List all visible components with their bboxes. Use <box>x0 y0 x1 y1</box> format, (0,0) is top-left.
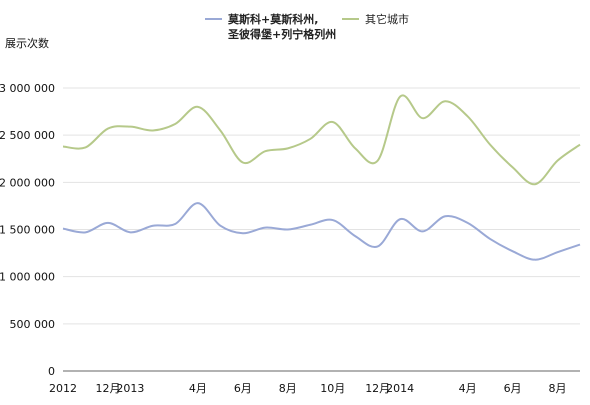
x-tick-label: 8月 <box>549 382 567 395</box>
x-tick-label: 8月 <box>279 382 297 395</box>
y-tick-label: 2 500 000 <box>0 129 55 142</box>
y-tick-label: 2 000 000 <box>0 176 55 189</box>
legend-label-series-1-line-2: 圣彼得堡+列宁格列州 <box>227 27 336 41</box>
x-tick-label: 12月 <box>95 382 120 395</box>
x-tick-label: 4月 <box>459 382 477 395</box>
y-axis-label: 展示次数 <box>5 36 49 50</box>
x-tick-label: 2013 <box>116 382 144 395</box>
x-tick-label: 10月 <box>320 382 345 395</box>
legend-label-series-2: 其它城市 <box>365 12 409 26</box>
y-tick-label: 500 000 <box>10 318 56 331</box>
legend: 莫斯科+莫斯科州, 圣彼得堡+列宁格列州 其它城市 <box>205 12 409 41</box>
y-tick-label: 1 000 000 <box>0 271 55 284</box>
grid-lines <box>63 87 580 372</box>
series-line-1 <box>62 202 581 261</box>
x-tick-label: 6月 <box>234 382 252 395</box>
y-tick-label: 0 <box>48 365 55 378</box>
series-line-2 <box>62 94 581 186</box>
legend-label-series-1-line-1: 莫斯科+莫斯科州, <box>227 12 318 26</box>
y-tick-labels: 0 500 000 1 000 000 1 500 000 2 000 000 2 500… <box>0 82 55 378</box>
y-tick-label: 1 500 000 <box>0 224 55 237</box>
x-tick-label: 12月 <box>365 382 390 395</box>
x-tick-label: 4月 <box>189 382 207 395</box>
x-tick-label: 2014 <box>386 382 414 395</box>
series-lines <box>62 94 581 261</box>
x-tick-label: 2012 <box>49 382 77 395</box>
x-tick-label: 6月 <box>504 382 522 395</box>
y-tick-label: 3 000 000 <box>0 82 55 95</box>
